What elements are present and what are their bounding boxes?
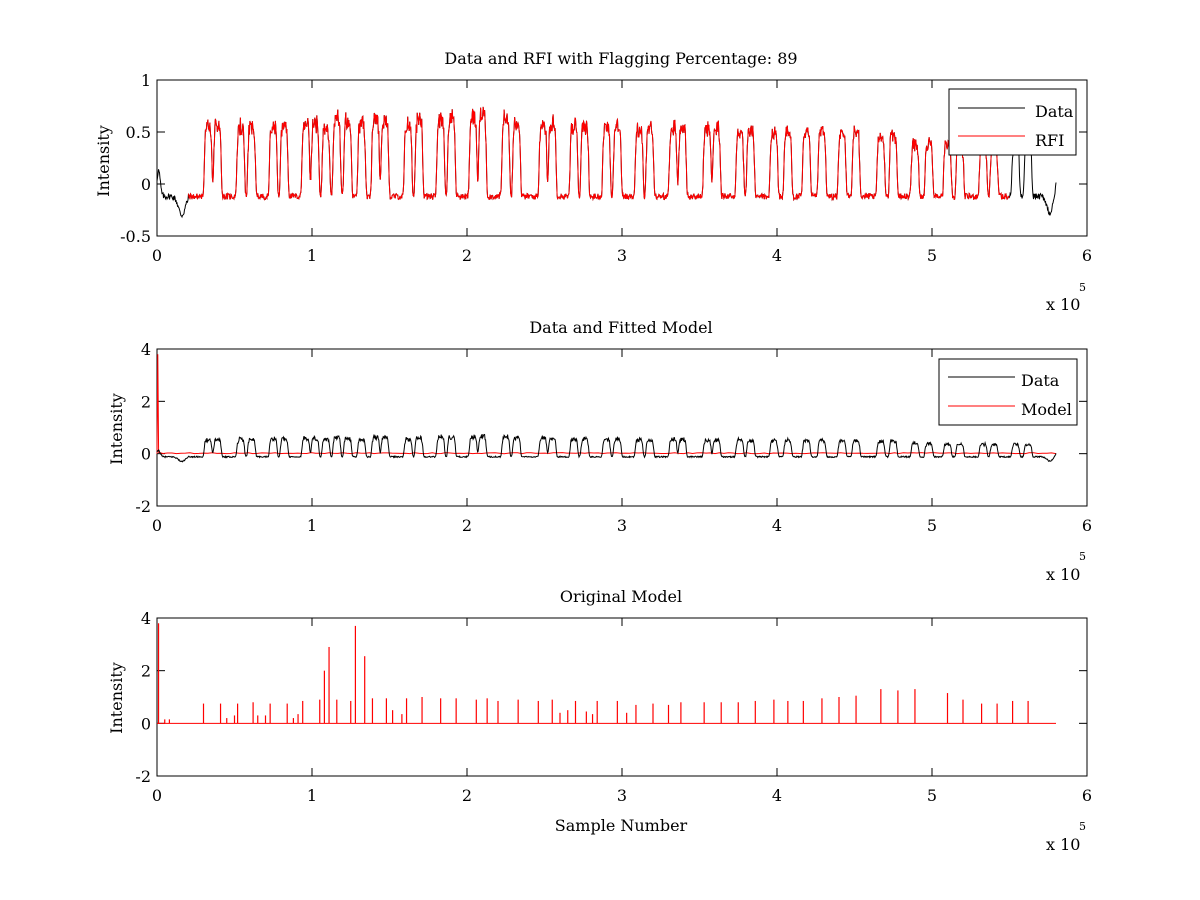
y-tick-label: 1 bbox=[141, 71, 151, 90]
y-tick-label: -2 bbox=[135, 497, 151, 516]
x-tick-label: 0 bbox=[152, 786, 162, 805]
x-tick-label: 3 bbox=[617, 786, 627, 805]
x-multiplier-text: x 10 bbox=[1046, 835, 1080, 854]
x-tick-label: 5 bbox=[927, 516, 937, 535]
x-tick-label: 1 bbox=[307, 246, 317, 265]
legend-label-rfi: RFI bbox=[1035, 131, 1064, 150]
rfi-plot-area: 0 1 2 3 4 5 6-0.500.51 bbox=[120, 71, 1092, 265]
fitted-panel-ylabel: Intensity bbox=[107, 393, 126, 465]
y-tick-label: 4 bbox=[141, 340, 151, 359]
x-tick-label: 2 bbox=[462, 786, 472, 805]
x-tick-label: 0 bbox=[152, 246, 162, 265]
y-tick-label: 2 bbox=[141, 662, 151, 681]
series-rfi-line bbox=[188, 106, 1010, 202]
x-tick-label: 5 bbox=[927, 786, 937, 805]
x-tick-label: 5 bbox=[927, 246, 937, 265]
legend-label-data: Data bbox=[1021, 371, 1060, 390]
fitted-legend: Data Model bbox=[938, 358, 1078, 426]
rfi-panel-title: Data and RFI with Flagging Percentage: 8… bbox=[444, 49, 797, 68]
x-tick-label: 2 bbox=[462, 516, 472, 535]
x-tick-label: 6 bbox=[1082, 516, 1092, 535]
series-data-line bbox=[156, 433, 1057, 463]
fitted-model-panel: Data and Fitted Model Intensity 0 1 2 3 4 5 6 -… bbox=[107, 318, 1092, 584]
original-x-multiplier: x 10 5 bbox=[1046, 820, 1086, 854]
x-tick-label: 3 bbox=[617, 246, 627, 265]
y-tick-label: 4 bbox=[141, 609, 151, 628]
y-tick-label: 0 bbox=[141, 445, 151, 464]
x-tick-label: 4 bbox=[772, 246, 782, 265]
x-multiplier-text: x 10 bbox=[1046, 565, 1080, 584]
y-tick-label: 0.5 bbox=[126, 123, 151, 142]
x-multiplier-exponent: 5 bbox=[1079, 820, 1086, 833]
rfi-legend: Data RFI bbox=[948, 88, 1077, 156]
fitted-panel-title: Data and Fitted Model bbox=[529, 318, 712, 337]
y-tick-label: -0.5 bbox=[120, 227, 151, 246]
fitted-x-multiplier: x 10 5 bbox=[1046, 550, 1086, 584]
rfi-panel-ylabel: Intensity bbox=[94, 125, 113, 197]
x-tick-label: 1 bbox=[307, 516, 317, 535]
legend-label-data: Data bbox=[1035, 102, 1074, 121]
x-tick-label: 0 bbox=[152, 516, 162, 535]
x-multiplier-text: x 10 bbox=[1046, 295, 1080, 314]
x-tick-label: 6 bbox=[1082, 246, 1092, 265]
x-tick-label: 2 bbox=[462, 246, 472, 265]
rfi-x-multiplier: x 10 5 bbox=[1046, 281, 1086, 314]
x-tick-label: 1 bbox=[307, 786, 317, 805]
legend-label-model: Model bbox=[1021, 400, 1072, 419]
original-panel-xlabel: Sample Number bbox=[555, 816, 688, 835]
original-model-panel: Original Model Intensity Sample Number 0… bbox=[107, 587, 1092, 854]
x-multiplier-exponent: 5 bbox=[1079, 550, 1086, 563]
x-tick-label: 6 bbox=[1082, 786, 1092, 805]
y-tick-label: 0 bbox=[141, 714, 151, 733]
original-panel-title: Original Model bbox=[560, 587, 682, 606]
y-tick-label: 2 bbox=[141, 392, 151, 411]
x-tick-label: 4 bbox=[772, 786, 782, 805]
original-panel-ylabel: Intensity bbox=[107, 662, 126, 734]
x-tick-label: 3 bbox=[617, 516, 627, 535]
x-multiplier-exponent: 5 bbox=[1079, 281, 1086, 294]
y-tick-label: 0 bbox=[141, 175, 151, 194]
x-tick-label: 4 bbox=[772, 516, 782, 535]
series-model-line bbox=[156, 354, 1057, 455]
rfi-panel: Data and RFI with Flagging Percentage: 8… bbox=[94, 49, 1092, 314]
y-tick-label: -2 bbox=[135, 767, 151, 786]
